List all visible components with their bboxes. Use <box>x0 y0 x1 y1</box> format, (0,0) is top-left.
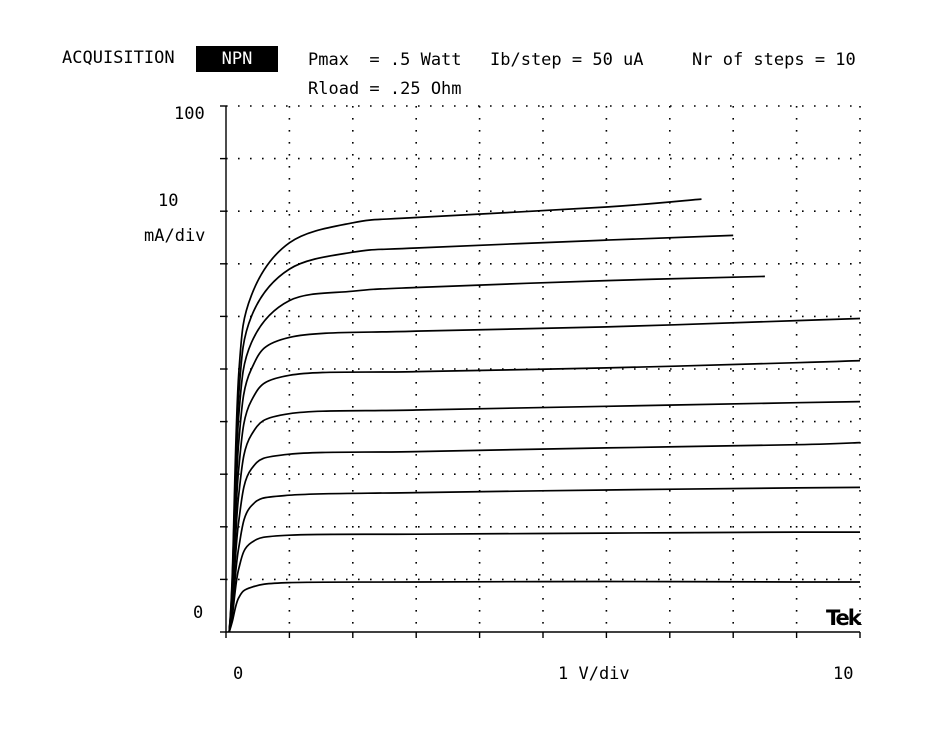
x-tick-label-left: 0 <box>233 664 244 684</box>
tek-logo: Tek <box>826 606 862 630</box>
y-tick-label-top: 100 <box>174 104 205 124</box>
y-scale-unit: mA/div <box>144 226 206 246</box>
pmax-readout: Pmax = .5 Watt <box>308 50 462 70</box>
ib-step-readout: Ib/step = 50 uA <box>490 50 644 70</box>
device-type-badge: NPN <box>196 46 278 72</box>
collector-curve-step-5 <box>228 400 861 633</box>
rload-readout: Rload = .25 Ohm <box>308 79 462 99</box>
x-axis-label: 1 V/div <box>558 664 630 684</box>
steps-readout: Nr of steps = 10 <box>692 50 856 70</box>
collector-curve-step-4 <box>228 441 861 633</box>
collector-curve-step-3 <box>228 486 861 633</box>
collector-curve-step-10 <box>228 198 702 633</box>
mode-label: ACQUISITION <box>62 48 175 68</box>
x-tick-label-right: 10 <box>833 664 854 684</box>
collector-curve-step-1 <box>228 580 861 633</box>
collector-curve-step-6 <box>228 359 861 633</box>
y-scale-value: 10 <box>158 191 179 211</box>
collector-curve-step-2 <box>228 531 861 633</box>
y-tick-label-bottom: 0 <box>193 603 204 623</box>
collector-curve-step-7 <box>228 317 861 633</box>
